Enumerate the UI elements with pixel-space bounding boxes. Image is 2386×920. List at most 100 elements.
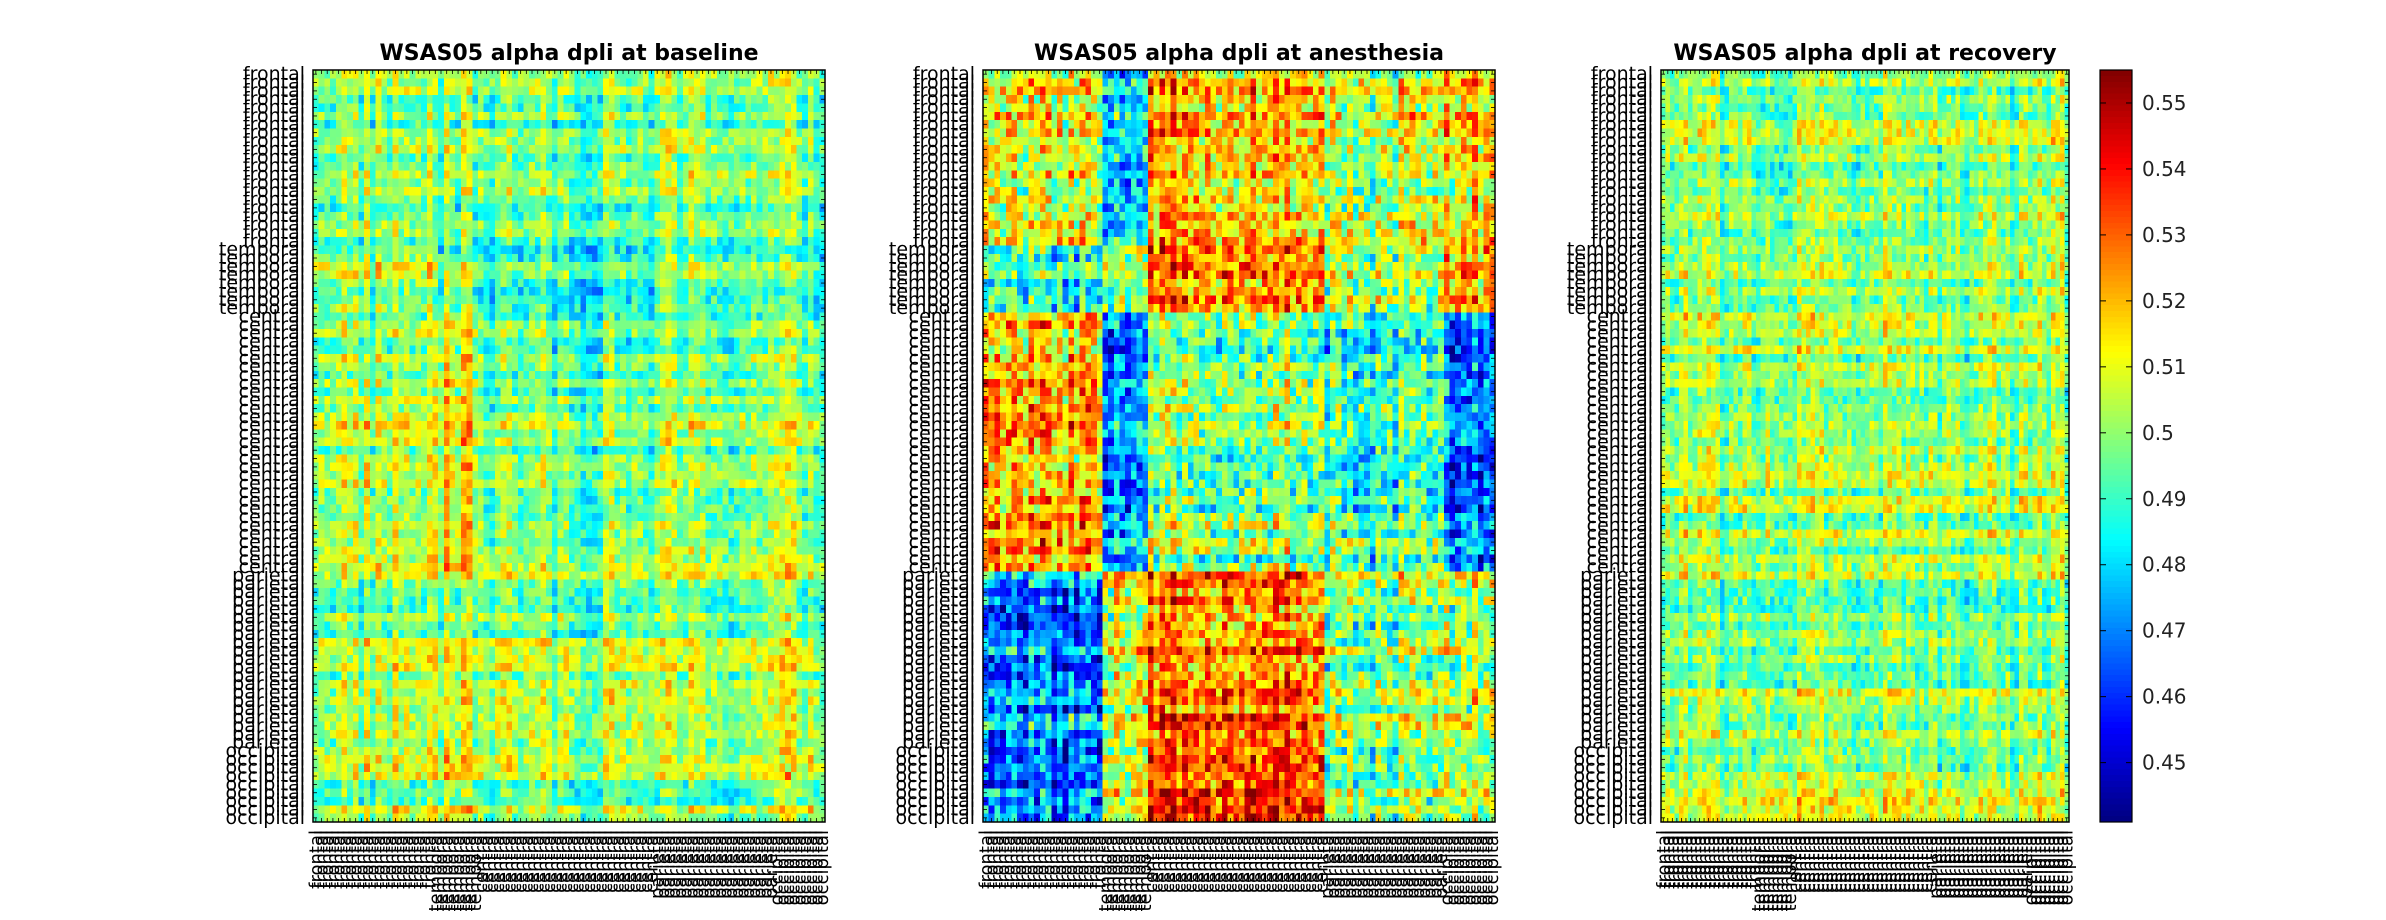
heatmap-cell bbox=[330, 321, 336, 330]
heatmap-cell bbox=[671, 496, 677, 505]
heatmap-cell bbox=[381, 379, 387, 388]
heatmap-cell bbox=[427, 262, 433, 271]
heatmap-cell bbox=[592, 521, 598, 530]
heatmap-cell bbox=[364, 471, 370, 480]
heatmap-cell bbox=[472, 337, 478, 346]
heatmap-cell bbox=[438, 262, 444, 271]
heatmap-cell bbox=[535, 195, 541, 204]
heatmap-cell bbox=[677, 488, 683, 497]
heatmap-cell bbox=[535, 271, 541, 280]
heatmap-cell bbox=[615, 504, 621, 513]
heatmap-cell bbox=[364, 454, 370, 463]
heatmap-cell bbox=[421, 504, 427, 513]
heatmap-cell bbox=[341, 471, 347, 480]
heatmap-cell bbox=[757, 154, 763, 163]
heatmap-cell bbox=[745, 396, 751, 405]
heatmap-cell bbox=[654, 396, 660, 405]
heatmap-cell bbox=[717, 388, 723, 397]
heatmap-cell bbox=[410, 120, 416, 129]
heatmap-cell bbox=[461, 220, 467, 229]
heatmap-cell bbox=[336, 204, 342, 213]
heatmap-cell bbox=[558, 120, 564, 129]
heatmap-cell bbox=[757, 371, 763, 380]
heatmap-cell bbox=[580, 388, 586, 397]
heatmap-cell bbox=[478, 195, 484, 204]
heatmap-cell bbox=[649, 195, 655, 204]
heatmap-cell bbox=[410, 254, 416, 263]
heatmap-cell bbox=[381, 162, 387, 171]
heatmap-cell bbox=[808, 237, 814, 246]
heatmap-cell bbox=[359, 187, 365, 196]
heatmap-cell bbox=[615, 304, 621, 313]
heatmap-cell bbox=[546, 346, 552, 355]
heatmap-cell bbox=[319, 245, 325, 254]
heatmap-cell bbox=[626, 404, 632, 413]
heatmap-cell bbox=[609, 271, 615, 280]
heatmap-cell bbox=[586, 162, 592, 171]
heatmap-cell bbox=[711, 254, 717, 263]
heatmap-cell bbox=[376, 112, 382, 121]
heatmap-cell bbox=[688, 496, 694, 505]
heatmap-cell bbox=[518, 237, 524, 246]
heatmap-cell bbox=[438, 446, 444, 455]
heatmap-cell bbox=[711, 187, 717, 196]
heatmap-cell bbox=[438, 212, 444, 221]
heatmap-cell bbox=[728, 304, 734, 313]
heatmap-cell bbox=[677, 262, 683, 271]
heatmap-cell bbox=[797, 145, 803, 154]
heatmap-cell bbox=[506, 371, 512, 380]
heatmap-cell bbox=[757, 220, 763, 229]
heatmap-cell bbox=[626, 279, 632, 288]
heatmap-cell bbox=[632, 170, 638, 179]
heatmap-cell bbox=[694, 262, 700, 271]
heatmap-cell bbox=[649, 362, 655, 371]
heatmap-cell bbox=[455, 262, 461, 271]
heatmap-cell bbox=[427, 321, 433, 330]
heatmap-cell bbox=[427, 404, 433, 413]
heatmap-cell bbox=[376, 304, 382, 313]
heatmap-cell bbox=[711, 304, 717, 313]
heatmap-cell bbox=[563, 195, 569, 204]
heatmap-cell bbox=[654, 312, 660, 321]
heatmap-cell bbox=[643, 229, 649, 238]
heatmap-cell bbox=[649, 371, 655, 380]
heatmap-cell bbox=[501, 78, 507, 87]
heatmap-cell bbox=[387, 271, 393, 280]
heatmap-cell bbox=[541, 396, 547, 405]
heatmap-cell bbox=[688, 337, 694, 346]
heatmap-cell bbox=[393, 245, 399, 254]
heatmap-cell bbox=[706, 513, 712, 522]
heatmap-cell bbox=[751, 429, 757, 438]
heatmap-cell bbox=[376, 204, 382, 213]
heatmap-cell bbox=[649, 438, 655, 447]
heatmap-cell bbox=[723, 229, 729, 238]
heatmap-cell bbox=[404, 220, 410, 229]
heatmap-cell bbox=[347, 388, 353, 397]
heatmap-cell bbox=[814, 212, 820, 221]
heatmap-cell bbox=[381, 179, 387, 188]
heatmap-cell bbox=[461, 438, 467, 447]
heatmap-cell bbox=[484, 379, 490, 388]
heatmap-cell bbox=[637, 337, 643, 346]
heatmap-cell bbox=[370, 321, 376, 330]
heatmap-cell bbox=[751, 454, 757, 463]
heatmap-cell bbox=[364, 271, 370, 280]
heatmap-cell bbox=[415, 312, 421, 321]
heatmap-cell bbox=[683, 421, 689, 430]
heatmap-cell bbox=[427, 421, 433, 430]
heatmap-cell bbox=[393, 154, 399, 163]
heatmap-cell bbox=[347, 195, 353, 204]
heatmap-cell bbox=[637, 463, 643, 472]
heatmap-cell bbox=[541, 162, 547, 171]
heatmap-cell bbox=[370, 496, 376, 505]
heatmap-cell bbox=[381, 312, 387, 321]
heatmap-cell bbox=[541, 513, 547, 522]
heatmap-cell bbox=[586, 312, 592, 321]
heatmap-cell bbox=[711, 312, 717, 321]
heatmap-cell bbox=[706, 438, 712, 447]
heatmap-cell bbox=[376, 95, 382, 104]
heatmap-cell bbox=[654, 103, 660, 112]
heatmap-cell bbox=[791, 103, 797, 112]
heatmap-cell bbox=[734, 120, 740, 129]
heatmap-cell bbox=[364, 212, 370, 221]
